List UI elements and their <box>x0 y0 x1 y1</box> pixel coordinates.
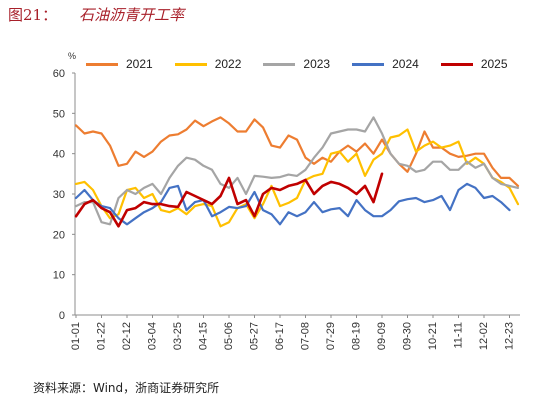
series-line-2024 <box>74 182 511 226</box>
y-tick-label: 60 <box>53 68 65 80</box>
legend-item-1: 2022 <box>174 57 242 71</box>
legend-swatch <box>440 62 473 66</box>
series-line-2023 <box>74 116 520 226</box>
legend-item-2: 2023 <box>263 57 330 71</box>
legend-swatch <box>174 62 207 66</box>
source-note: 资料来源：Wind，浙商证券研究所 <box>33 381 220 395</box>
x-tick-label: 12-23 <box>503 322 515 350</box>
series-line-2021 <box>74 116 520 187</box>
legend-item-4: 2025 <box>440 57 508 71</box>
x-tick-label: 11-11 <box>452 322 464 349</box>
series-line-2022 <box>74 128 520 228</box>
x-tick-label: 03-04 <box>146 322 158 350</box>
legend-swatch <box>86 62 118 66</box>
x-tick-label: 03-25 <box>172 322 184 350</box>
y-tick-label: 30 <box>53 189 65 201</box>
legend-label: 2025 <box>480 57 508 71</box>
x-tick-label: 10-21 <box>427 322 439 350</box>
legend-swatch <box>352 62 385 66</box>
x-tick-label: 09-09 <box>376 322 388 350</box>
legend-label: 2021 <box>126 57 153 71</box>
x-tick-label: 02-12 <box>121 322 133 350</box>
y-axis-unit: % <box>68 51 77 61</box>
figure-label: 图21： <box>8 6 58 24</box>
x-tick-label: 01-22 <box>95 322 107 350</box>
legend-swatch <box>263 62 296 66</box>
y-tick-label: 10 <box>53 270 65 282</box>
x-tick-label: 07-29 <box>325 322 337 350</box>
y-tick-label: 0 <box>59 310 65 322</box>
y-tick-label: 20 <box>53 229 65 241</box>
x-tick-label: 05-27 <box>248 322 260 350</box>
series-line-2025 <box>74 172 384 228</box>
legend-item-3: 2024 <box>352 57 419 71</box>
x-tick-label: 07-08 <box>299 322 311 350</box>
y-tick-label: 40 <box>53 149 65 161</box>
figure-title: 图21： 石油沥青开工率 <box>8 4 184 26</box>
chart-title: 石油沥青开工率 <box>79 6 185 24</box>
x-tick-label: 01-01 <box>70 322 82 350</box>
x-tick-label: 12-02 <box>478 322 490 350</box>
x-tick-label: 05-06 <box>223 322 235 350</box>
x-tick-label: 04-15 <box>197 322 209 350</box>
legend-label: 2023 <box>303 57 331 71</box>
y-tick-label: 50 <box>53 108 65 120</box>
x-tick-label: 08-19 <box>350 322 362 350</box>
x-tick-label: 09-30 <box>401 322 413 350</box>
x-tick-label: 06-17 <box>274 322 286 350</box>
legend-label: 2022 <box>214 57 242 71</box>
legend-item-0: 2021 <box>86 57 153 71</box>
legend: 2021 2022 2023 2024 2025 <box>86 56 530 72</box>
legend-label: 2024 <box>392 57 419 71</box>
